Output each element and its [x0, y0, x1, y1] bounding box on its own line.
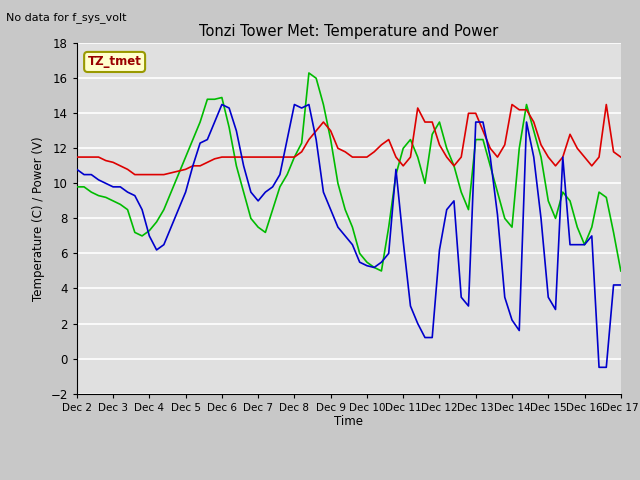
Title: Tonzi Tower Met: Temperature and Power: Tonzi Tower Met: Temperature and Power — [199, 24, 499, 39]
Y-axis label: Temperature (C) / Power (V): Temperature (C) / Power (V) — [32, 136, 45, 300]
Legend: Panel T, Battery V, Air T: Panel T, Battery V, Air T — [206, 477, 492, 480]
X-axis label: Time: Time — [334, 415, 364, 429]
Text: TZ_tmet: TZ_tmet — [88, 56, 141, 69]
Text: No data for f_sys_volt: No data for f_sys_volt — [6, 12, 127, 23]
